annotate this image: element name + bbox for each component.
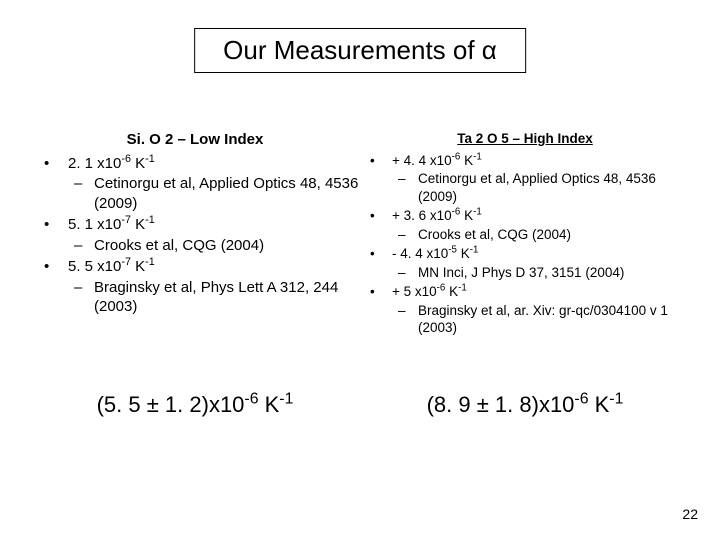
right-column: Ta 2 O 5 – High Index + 4. 4 x10-6 K-1 Ce… bbox=[360, 130, 690, 339]
left-list: 2. 1 x10-6 K-1 Cetinorgu et al, Applied O… bbox=[30, 154, 360, 317]
left-result: (5. 5 ± 1. 2)x10-6 K-1 bbox=[30, 392, 360, 418]
list-item-value: - 4. 4 x10-5 K-1 bbox=[392, 246, 478, 261]
list-item-value: 5. 1 x10-7 K-1 bbox=[68, 216, 155, 233]
list-item-ref: Braginsky et al, ar. Xiv: gr-qc/0304100 … bbox=[392, 302, 690, 337]
list-item-ref: MN Inci, J Phys D 37, 3151 (2004) bbox=[392, 264, 690, 282]
list-item-ref: Crooks et al, CQG (2004) bbox=[68, 236, 360, 256]
list-item: + 4. 4 x10-6 K-1 Cetinorgu et al, Applied… bbox=[360, 152, 690, 206]
page-number: 22 bbox=[682, 506, 698, 522]
right-list: + 4. 4 x10-6 K-1 Cetinorgu et al, Applied… bbox=[360, 152, 690, 337]
list-item: + 5 x10-6 K-1 Braginsky et al, ar. Xiv: g… bbox=[360, 283, 690, 337]
list-item-refs: Braginsky et al, Phys Lett A 312, 244 (2… bbox=[68, 278, 360, 317]
list-item: 2. 1 x10-6 K-1 Cetinorgu et al, Applied O… bbox=[30, 154, 360, 214]
list-item: + 3. 6 x10-6 K-1 Crooks et al, CQG (2004) bbox=[360, 207, 690, 243]
list-item-refs: Crooks et al, CQG (2004) bbox=[392, 226, 690, 244]
title-text: Our Measurements of α bbox=[223, 35, 497, 65]
list-item-ref: Cetinorgu et al, Applied Optics 48, 4536… bbox=[392, 170, 690, 205]
result-row: (5. 5 ± 1. 2)x10-6 K-1 (8. 9 ± 1. 8)x10-… bbox=[30, 392, 690, 418]
right-heading: Ta 2 O 5 – High Index bbox=[360, 130, 690, 148]
list-item-value: + 3. 6 x10-6 K-1 bbox=[392, 208, 482, 223]
list-item-ref: Cetinorgu et al, Applied Optics 48, 4536… bbox=[68, 174, 360, 213]
list-item-refs: Braginsky et al, ar. Xiv: gr-qc/0304100 … bbox=[392, 302, 690, 337]
list-item: 5. 5 x10-7 K-1 Braginsky et al, Phys Lett… bbox=[30, 257, 360, 317]
list-item-refs: Cetinorgu et al, Applied Optics 48, 4536… bbox=[68, 174, 360, 213]
list-item-value: 5. 5 x10-7 K-1 bbox=[68, 258, 155, 275]
list-item-value: + 4. 4 x10-6 K-1 bbox=[392, 153, 482, 168]
title-box: Our Measurements of α bbox=[194, 28, 526, 73]
list-item-ref: Crooks et al, CQG (2004) bbox=[392, 226, 690, 244]
list-item-refs: MN Inci, J Phys D 37, 3151 (2004) bbox=[392, 264, 690, 282]
columns: Si. O 2 – Low Index 2. 1 x10-6 K-1 Cetino… bbox=[30, 130, 690, 339]
left-column: Si. O 2 – Low Index 2. 1 x10-6 K-1 Cetino… bbox=[30, 130, 360, 339]
list-item: 5. 1 x10-7 K-1 Crooks et al, CQG (2004) bbox=[30, 215, 360, 255]
list-item: - 4. 4 x10-5 K-1 MN Inci, J Phys D 37, 31… bbox=[360, 245, 690, 281]
left-heading: Si. O 2 – Low Index bbox=[30, 130, 360, 150]
list-item-value: 2. 1 x10-6 K-1 bbox=[68, 155, 155, 172]
right-result: (8. 9 ± 1. 8)x10-6 K-1 bbox=[360, 392, 690, 418]
list-item-ref: Braginsky et al, Phys Lett A 312, 244 (2… bbox=[68, 278, 360, 317]
list-item-refs: Cetinorgu et al, Applied Optics 48, 4536… bbox=[392, 170, 690, 205]
list-item-refs: Crooks et al, CQG (2004) bbox=[68, 236, 360, 256]
list-item-value: + 5 x10-6 K-1 bbox=[392, 284, 467, 299]
